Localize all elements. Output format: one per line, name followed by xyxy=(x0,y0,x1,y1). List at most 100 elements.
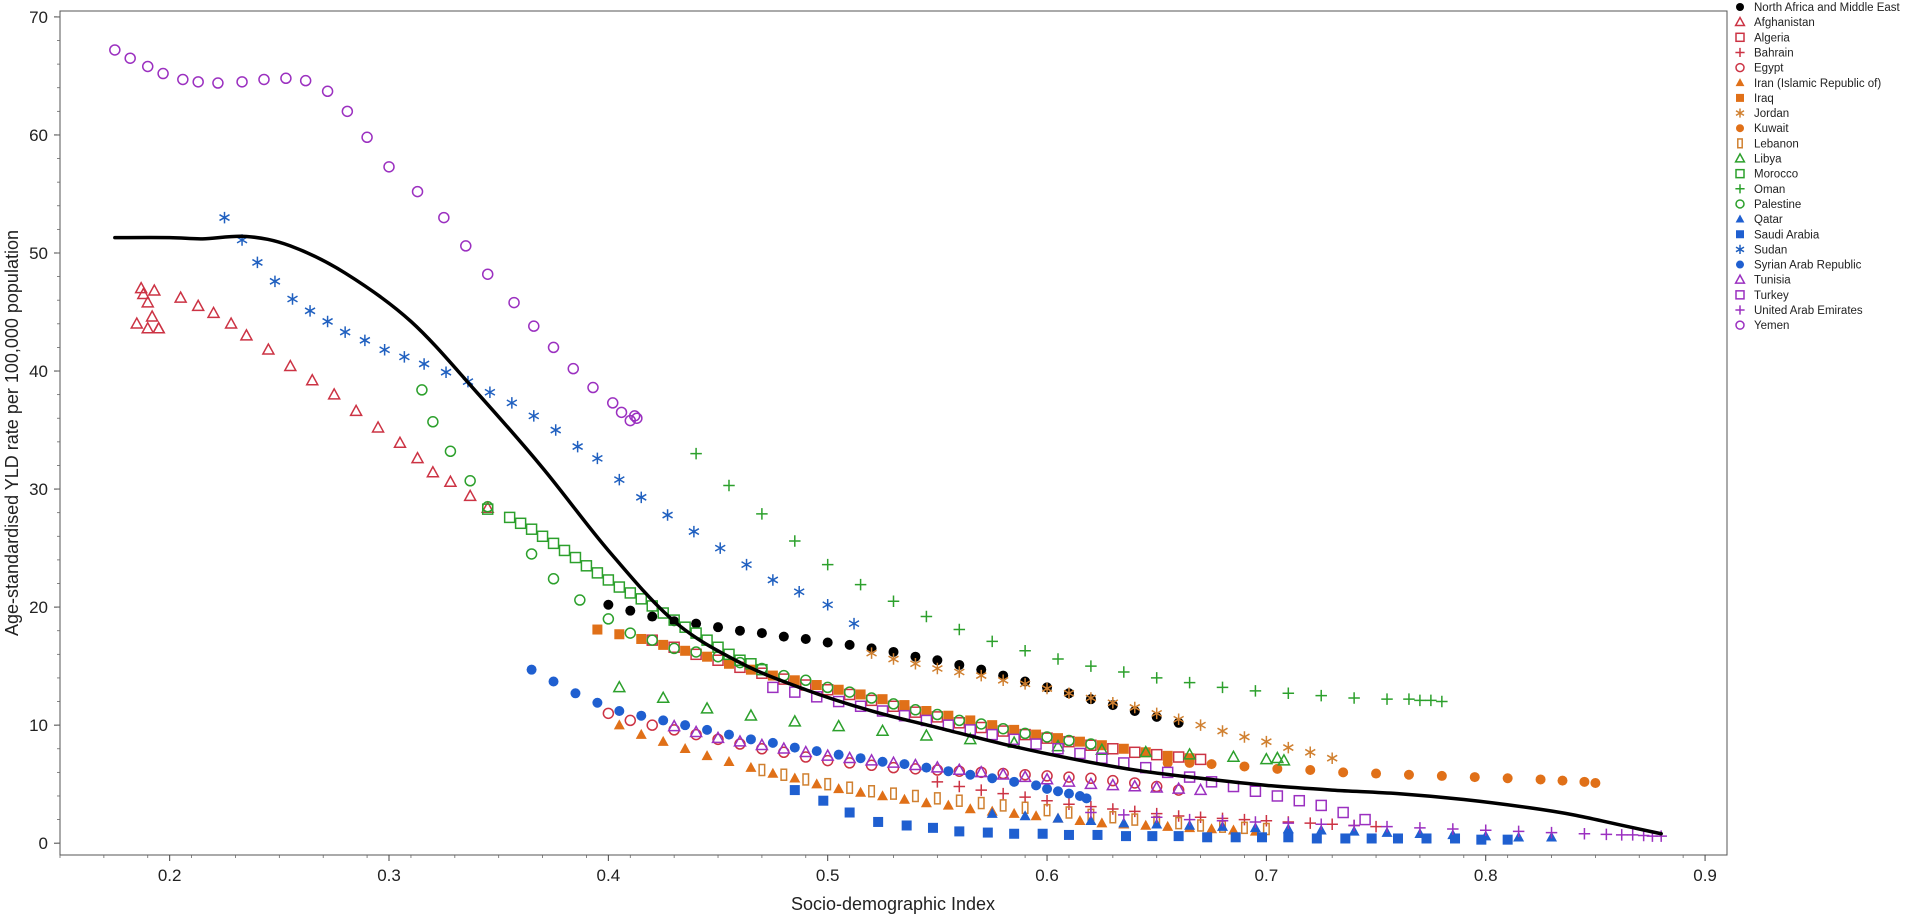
data-point xyxy=(1062,774,1076,787)
data-point xyxy=(1043,803,1051,817)
data-point xyxy=(1183,676,1196,689)
data-point xyxy=(701,750,713,761)
data-point xyxy=(636,633,647,644)
data-point xyxy=(931,764,944,776)
data-point xyxy=(528,410,540,422)
data-point xyxy=(1239,761,1250,772)
data-point xyxy=(147,283,162,296)
data-point xyxy=(723,729,734,740)
data-point xyxy=(1381,820,1393,833)
data-point xyxy=(877,790,889,801)
data-point xyxy=(954,659,965,670)
data-point xyxy=(921,762,932,773)
data-point xyxy=(744,708,758,721)
data-point xyxy=(359,334,371,347)
data-point xyxy=(1095,742,1109,755)
data-point xyxy=(943,766,954,777)
data-point xyxy=(1590,777,1601,788)
data-point xyxy=(965,769,976,780)
data-point xyxy=(1150,672,1163,684)
data-point xyxy=(1260,815,1273,827)
data-point xyxy=(1304,746,1316,759)
axes: 0.2 0.3 0.4 0.5 0.6 0.7 0.8 0.9 0 10 20 30 40 50 60 70 xyxy=(29,8,1717,885)
data-point xyxy=(1121,831,1132,842)
data-point xyxy=(1271,790,1284,802)
data-point xyxy=(1009,776,1020,787)
data-point xyxy=(964,803,976,814)
data-point xyxy=(824,777,832,791)
data-point xyxy=(427,416,439,428)
data-point xyxy=(258,73,270,86)
data-point xyxy=(1162,750,1173,761)
data-point xyxy=(868,785,876,798)
x-tick-label: 0.5 xyxy=(816,866,840,885)
data-point xyxy=(848,617,860,630)
data-point xyxy=(514,517,527,530)
data-point xyxy=(440,366,452,378)
series-kuwait xyxy=(1162,757,1601,788)
data-point xyxy=(1283,832,1294,843)
data-point xyxy=(1436,770,1447,781)
legend-marker xyxy=(1735,320,1745,330)
data-point xyxy=(219,211,230,224)
data-point xyxy=(1037,828,1048,839)
data-point xyxy=(1074,815,1086,826)
data-point xyxy=(1305,765,1316,776)
data-point xyxy=(821,558,834,571)
data-point xyxy=(349,403,363,417)
data-point xyxy=(236,76,248,88)
legend-item: Syrian Arab Republic xyxy=(1736,260,1862,272)
data-point xyxy=(831,719,846,732)
legend-label: Turkey xyxy=(1754,290,1789,302)
data-point xyxy=(1085,815,1097,826)
data-point xyxy=(252,256,263,269)
data-point xyxy=(811,746,822,757)
data-point xyxy=(547,341,560,354)
data-point xyxy=(920,797,932,808)
data-point xyxy=(952,762,967,776)
data-point xyxy=(1626,829,1639,841)
data-point xyxy=(1425,694,1437,707)
x-axis-title: Socio-demographic Index xyxy=(791,894,995,914)
data-point xyxy=(145,309,159,322)
data-point xyxy=(1018,769,1032,783)
data-point xyxy=(997,674,1009,687)
legend: North Africa and Middle East Afghanistan A… xyxy=(1734,2,1901,332)
data-point xyxy=(613,719,625,730)
data-point xyxy=(444,445,457,458)
data-point xyxy=(646,634,658,646)
data-point xyxy=(842,750,857,764)
data-point xyxy=(1206,823,1218,834)
data-point xyxy=(1371,768,1382,779)
data-point xyxy=(833,783,845,794)
legend-item: Kuwait xyxy=(1736,123,1789,135)
data-point xyxy=(1031,729,1042,740)
data-point xyxy=(887,700,900,713)
data-point xyxy=(1008,733,1020,746)
data-point xyxy=(890,787,897,800)
data-point xyxy=(745,761,757,772)
data-point xyxy=(1063,788,1074,799)
data-point xyxy=(780,768,788,781)
trend-line-layer xyxy=(113,234,1663,836)
data-point xyxy=(614,629,625,640)
data-point xyxy=(1304,817,1316,829)
data-point xyxy=(1326,818,1338,831)
data-point xyxy=(141,60,154,73)
legend-label: Saudi Arabia xyxy=(1754,229,1820,241)
legend-marker xyxy=(1736,124,1744,133)
data-point xyxy=(341,105,354,118)
data-point xyxy=(1436,695,1448,708)
x-tick-label: 0.7 xyxy=(1255,866,1279,885)
legend-item: Oman xyxy=(1735,184,1785,196)
x-tick-label: 0.8 xyxy=(1474,866,1498,885)
data-point xyxy=(1118,666,1130,678)
data-point xyxy=(1140,747,1151,758)
data-point xyxy=(931,708,944,721)
data-point xyxy=(173,290,188,303)
data-point xyxy=(953,714,966,727)
data-point xyxy=(1216,815,1229,827)
data-point xyxy=(802,773,810,786)
data-point xyxy=(667,719,681,732)
data-point xyxy=(1414,822,1426,834)
